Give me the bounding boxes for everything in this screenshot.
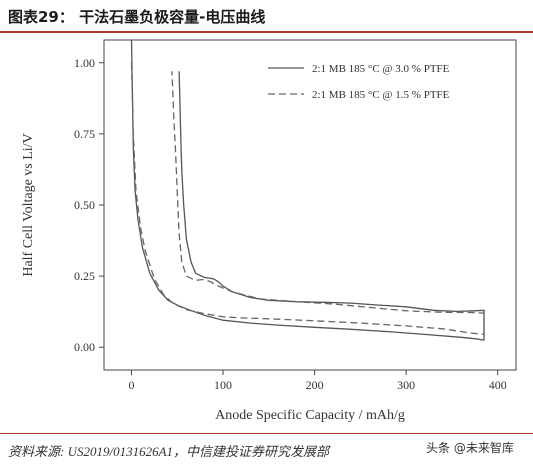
series-line-dashed (130, 62, 485, 336)
series-layer (130, 39, 485, 341)
legend-label-solid: 2:1 MB 185 °C @ 3.0 % PTFE (312, 63, 450, 75)
legend: 2:1 MB 185 °C @ 3.0 % PTFE 2:1 MB 185 °C… (268, 63, 450, 101)
y-tick-label: 1.00 (74, 56, 95, 70)
y-axis-label: Half Cell Voltage vs Li/V (21, 133, 36, 276)
series-line-solid (130, 39, 485, 341)
x-tick-label: 200 (306, 378, 324, 392)
x-axis-label: Anode Specific Capacity / mAh/g (215, 408, 405, 423)
y-tick-label: 0.75 (74, 127, 95, 141)
watermark: 头条 @未来智库 (426, 441, 514, 455)
voltage-capacity-chart: 0 100 200 300 400 0.00 0.25 0.50 0.75 1.00 2:1 M… (21, 39, 517, 423)
figure-title: 图表29： 干法石墨负极容量-电压曲线 (8, 8, 266, 26)
source-divider (0, 433, 533, 434)
figure-header: 图表29： 干法石墨负极容量-电压曲线 (0, 0, 533, 36)
title-divider (0, 31, 533, 33)
x-tick-label: 400 (489, 378, 507, 392)
legend-label-dashed: 2:1 MB 185 °C @ 1.5 % PTFE (312, 89, 450, 101)
y-axis-ticks: 0.00 0.25 0.50 0.75 1.00 (74, 56, 104, 354)
y-tick-label: 0.50 (74, 198, 95, 212)
source-note: 资料来源: US2019/0131626A1，中信建投证券研究发展部 (8, 444, 330, 459)
x-axis-ticks: 0 100 200 300 400 (128, 370, 507, 392)
y-tick-label: 0.00 (74, 340, 95, 354)
x-tick-label: 300 (397, 378, 415, 392)
x-tick-label: 100 (214, 378, 232, 392)
y-tick-label: 0.25 (74, 269, 95, 283)
x-tick-label: 0 (128, 378, 134, 392)
